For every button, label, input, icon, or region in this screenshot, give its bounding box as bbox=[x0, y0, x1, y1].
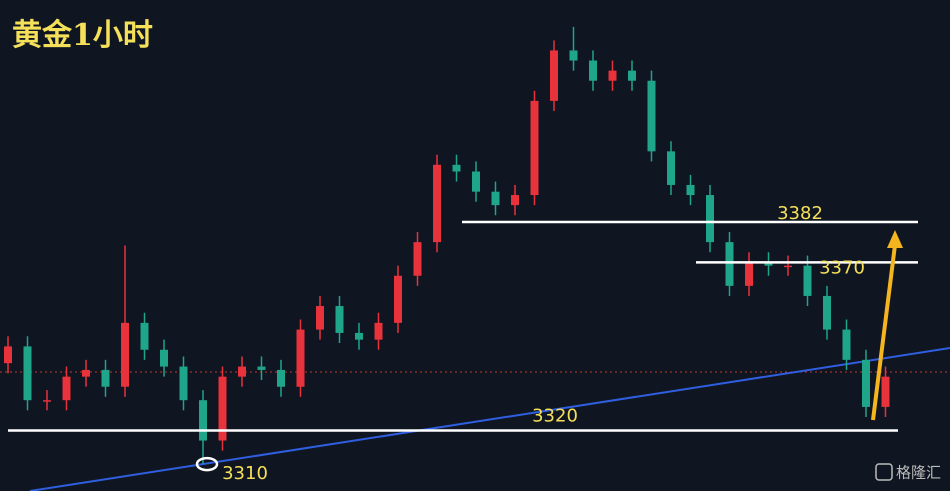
levels: 3382 3370 3320 3310 bbox=[8, 203, 918, 484]
watermark-icon bbox=[875, 463, 893, 481]
candle-body bbox=[82, 369, 90, 377]
candle-body bbox=[43, 400, 51, 402]
candle-body bbox=[121, 322, 129, 387]
chart-title: 黄金1小时 bbox=[12, 18, 153, 53]
candle-body bbox=[179, 366, 188, 401]
candle-body bbox=[881, 376, 890, 407]
candle-body bbox=[257, 366, 266, 370]
candle-body bbox=[277, 369, 285, 387]
candle-body bbox=[608, 70, 617, 81]
candle-body bbox=[452, 164, 461, 172]
candle-body bbox=[745, 262, 753, 286]
level-label: 3382 bbox=[777, 203, 823, 224]
candle-body bbox=[4, 346, 12, 364]
arrow-head bbox=[887, 230, 903, 248]
candle-body bbox=[550, 50, 558, 101]
candle-body bbox=[374, 322, 383, 340]
candle-body bbox=[394, 275, 402, 323]
candle-body bbox=[140, 322, 149, 350]
candle-body bbox=[355, 332, 363, 340]
candle-body bbox=[23, 346, 32, 401]
watermark: 格隆汇 bbox=[896, 464, 941, 482]
arrow-shaft bbox=[871, 244, 897, 421]
candles bbox=[4, 26, 890, 465]
candle-body bbox=[472, 171, 480, 192]
candle-body bbox=[316, 306, 324, 330]
level-label: 3310 bbox=[222, 463, 268, 484]
candle-body bbox=[160, 349, 168, 367]
candle-body bbox=[628, 70, 636, 81]
candle-body bbox=[413, 242, 422, 276]
candle-body bbox=[862, 359, 870, 407]
candle-body bbox=[335, 306, 344, 333]
candle-body bbox=[647, 80, 656, 152]
candle-body bbox=[725, 242, 734, 286]
candle-body bbox=[530, 100, 539, 196]
candle-body bbox=[218, 376, 227, 441]
candle-body bbox=[823, 295, 831, 330]
candle-body bbox=[589, 60, 597, 81]
candle-body bbox=[842, 329, 851, 360]
candle-body bbox=[803, 265, 812, 296]
candle-body bbox=[667, 151, 675, 185]
candle-body bbox=[569, 50, 578, 61]
candle-body bbox=[491, 191, 500, 206]
trend-line bbox=[29, 347, 950, 491]
candle-body bbox=[433, 164, 441, 243]
candle-body bbox=[238, 366, 246, 377]
level-label: 3370 bbox=[819, 257, 865, 278]
level-label: 3320 bbox=[532, 405, 578, 426]
candle-body bbox=[296, 329, 305, 387]
level-marker bbox=[195, 456, 219, 472]
candle-body bbox=[706, 195, 714, 243]
candle-body bbox=[101, 369, 110, 387]
candle-body bbox=[686, 184, 695, 196]
candle-body bbox=[764, 262, 773, 266]
candle-body bbox=[199, 400, 207, 441]
candle-body bbox=[511, 195, 519, 206]
candle-body bbox=[62, 376, 71, 401]
candle-body bbox=[784, 265, 792, 268]
